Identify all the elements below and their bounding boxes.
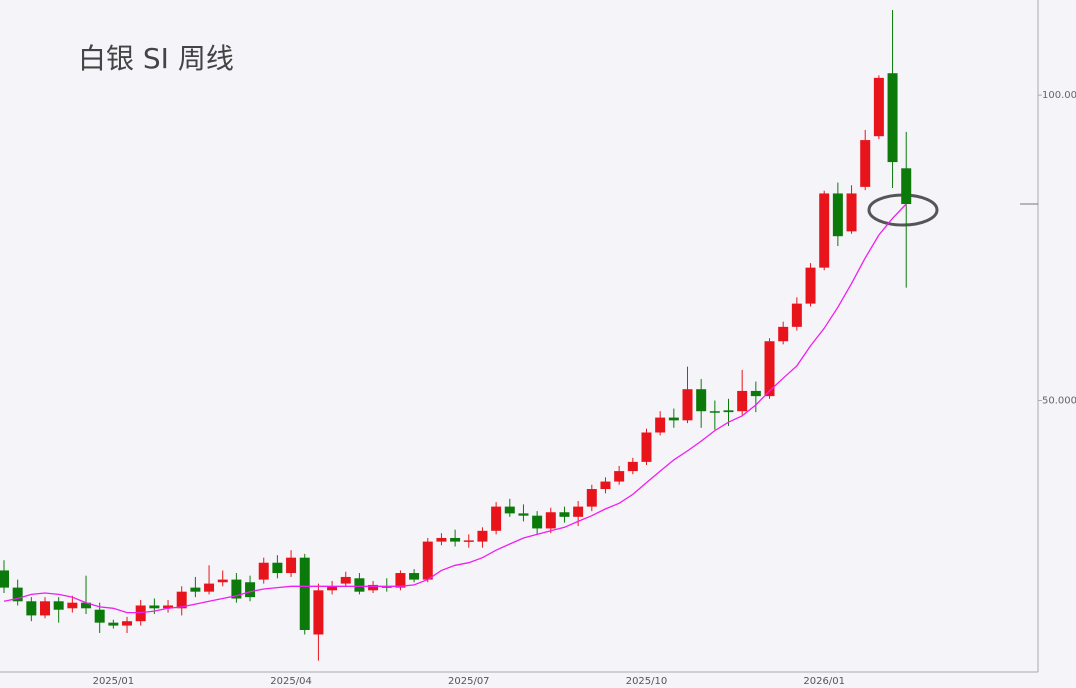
y-tick-label: 50.000 bbox=[1042, 396, 1076, 407]
candle-body bbox=[258, 562, 269, 580]
candle-body bbox=[204, 583, 215, 592]
candle-body bbox=[887, 73, 898, 163]
candle-body bbox=[532, 515, 543, 529]
candle-body bbox=[176, 591, 187, 609]
candle-body bbox=[477, 530, 488, 542]
candle-body bbox=[559, 512, 570, 517]
candle-body bbox=[422, 541, 433, 580]
candle-body bbox=[600, 481, 611, 490]
candle-body bbox=[286, 557, 297, 574]
candle-body bbox=[340, 576, 351, 584]
candle-body bbox=[709, 411, 720, 413]
candle-body bbox=[586, 489, 597, 507]
candle-body bbox=[805, 267, 816, 304]
candle-body bbox=[67, 602, 78, 609]
x-tick-label: 2025/10 bbox=[626, 676, 668, 687]
candle-body bbox=[368, 584, 379, 591]
x-tick-label: 2026/01 bbox=[803, 676, 845, 687]
candle-body bbox=[122, 621, 133, 626]
candle-body bbox=[135, 605, 146, 622]
x-tick-label: 2025/01 bbox=[93, 676, 135, 687]
candle-body bbox=[26, 601, 37, 616]
candle-body bbox=[491, 506, 502, 531]
candle-body bbox=[313, 590, 324, 635]
candle-body bbox=[791, 303, 802, 327]
candle-body bbox=[409, 573, 420, 580]
x-tick-label: 2025/04 bbox=[270, 676, 312, 687]
candle-body bbox=[450, 537, 461, 542]
candle-body bbox=[873, 77, 884, 137]
candle-body bbox=[231, 579, 242, 599]
candle-body bbox=[545, 512, 556, 529]
candle-body bbox=[0, 570, 9, 588]
candle-body bbox=[750, 390, 761, 397]
candle-body bbox=[272, 562, 283, 574]
candle-body bbox=[819, 193, 830, 268]
candle-body bbox=[327, 586, 338, 591]
candle-body bbox=[504, 506, 515, 514]
candle-body bbox=[94, 609, 105, 623]
candle-body bbox=[518, 513, 529, 516]
candle-body bbox=[40, 601, 51, 616]
candle-body bbox=[723, 410, 734, 413]
candle-body bbox=[436, 537, 447, 542]
candle-body bbox=[81, 602, 92, 609]
candle-body bbox=[627, 461, 638, 472]
candle-body bbox=[163, 605, 174, 609]
candle-body bbox=[682, 389, 693, 421]
candle-body bbox=[573, 506, 584, 517]
candle-body bbox=[860, 140, 871, 187]
candle-body bbox=[299, 557, 310, 631]
candle-body bbox=[381, 586, 392, 588]
moving-average bbox=[3, 203, 907, 614]
candle-body bbox=[696, 389, 707, 412]
candle-body bbox=[668, 417, 679, 421]
candle-body bbox=[463, 540, 474, 542]
candle-body bbox=[655, 417, 666, 433]
candle-body bbox=[641, 432, 652, 462]
chart-title: 白银 SI 周线 bbox=[78, 42, 234, 75]
candle-body bbox=[190, 587, 201, 592]
candle-body bbox=[149, 605, 160, 609]
candle-body bbox=[614, 471, 625, 482]
candle-body bbox=[737, 390, 748, 412]
x-tick-label: 2025/07 bbox=[448, 676, 490, 687]
candle-body bbox=[778, 326, 789, 342]
candle-body bbox=[12, 587, 23, 602]
y-tick-label: 100.000 bbox=[1042, 90, 1076, 101]
candle-body bbox=[395, 573, 406, 588]
candle-body bbox=[217, 579, 228, 583]
candle-body bbox=[846, 193, 857, 232]
candle-body bbox=[354, 578, 365, 592]
candle-body bbox=[901, 168, 912, 205]
candle-body bbox=[832, 193, 843, 237]
candle-body bbox=[108, 622, 119, 626]
candle-body bbox=[764, 341, 775, 397]
candle-body bbox=[245, 582, 256, 598]
candle-body bbox=[53, 601, 64, 610]
